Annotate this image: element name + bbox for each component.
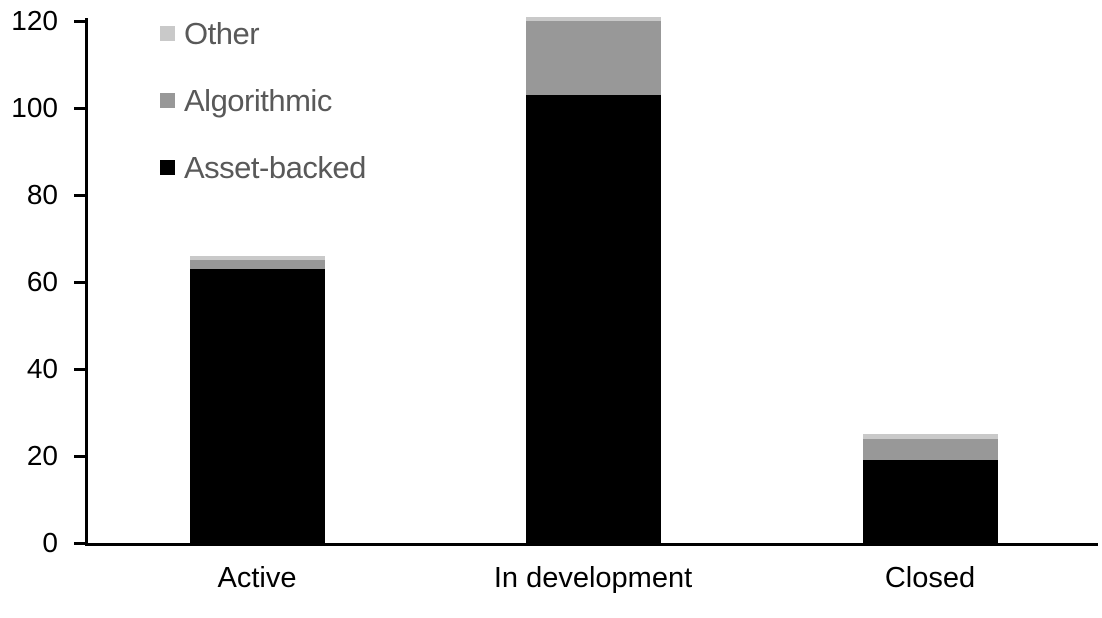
- legend-label-algorithmic: Algorithmic: [184, 83, 332, 118]
- legend-swatch-asset-backed: [160, 160, 175, 175]
- bar-segment-algorithmic-closed: [862, 438, 998, 461]
- y-tick-label: 120: [11, 5, 58, 36]
- y-tick-label: 20: [26, 440, 58, 471]
- legend-item-other: Other: [160, 18, 366, 49]
- legend-swatch-algorithmic: [160, 93, 175, 108]
- y-tick-mark: [74, 20, 88, 23]
- y-tick-mark: [74, 194, 88, 197]
- y-tick-mark: [74, 455, 88, 458]
- x-axis-label-active: Active: [217, 562, 297, 594]
- y-tick-mark: [74, 281, 88, 284]
- y-tick-mark: [74, 542, 88, 545]
- y-tick-mark: [74, 368, 88, 371]
- bar-segment-asset-backed-closed: [862, 460, 998, 543]
- bar-segment-algorithmic-active: [189, 260, 325, 269]
- bar-segment-algorithmic-in-development: [525, 21, 661, 95]
- legend-label-other: Other: [184, 16, 260, 51]
- legend-swatch-other: [160, 26, 175, 41]
- x-axis-label-in-development: In development: [493, 562, 693, 594]
- bar-segment-asset-backed-in-development: [525, 94, 661, 543]
- chart-legend: Other Algorithmic Asset-backed: [160, 18, 366, 219]
- bar-segment-other-in-development: [525, 16, 661, 21]
- y-tick-mark: [74, 107, 88, 110]
- bar-segment-asset-backed-active: [189, 268, 325, 543]
- y-tick-label: 100: [11, 92, 58, 123]
- bar-segment-other-active: [189, 255, 325, 261]
- y-tick-label: 0: [42, 527, 58, 558]
- x-axis-label-closed: Closed: [884, 562, 976, 594]
- bar-segment-other-closed: [862, 434, 998, 439]
- legend-item-algorithmic: Algorithmic: [160, 85, 366, 116]
- y-tick-label: 40: [26, 353, 58, 384]
- legend-label-asset-backed: Asset-backed: [184, 150, 366, 185]
- y-tick-label: 80: [26, 179, 58, 210]
- y-tick-label: 60: [26, 266, 58, 297]
- legend-item-asset-backed: Asset-backed: [160, 152, 366, 183]
- x-axis-line: [85, 543, 1098, 546]
